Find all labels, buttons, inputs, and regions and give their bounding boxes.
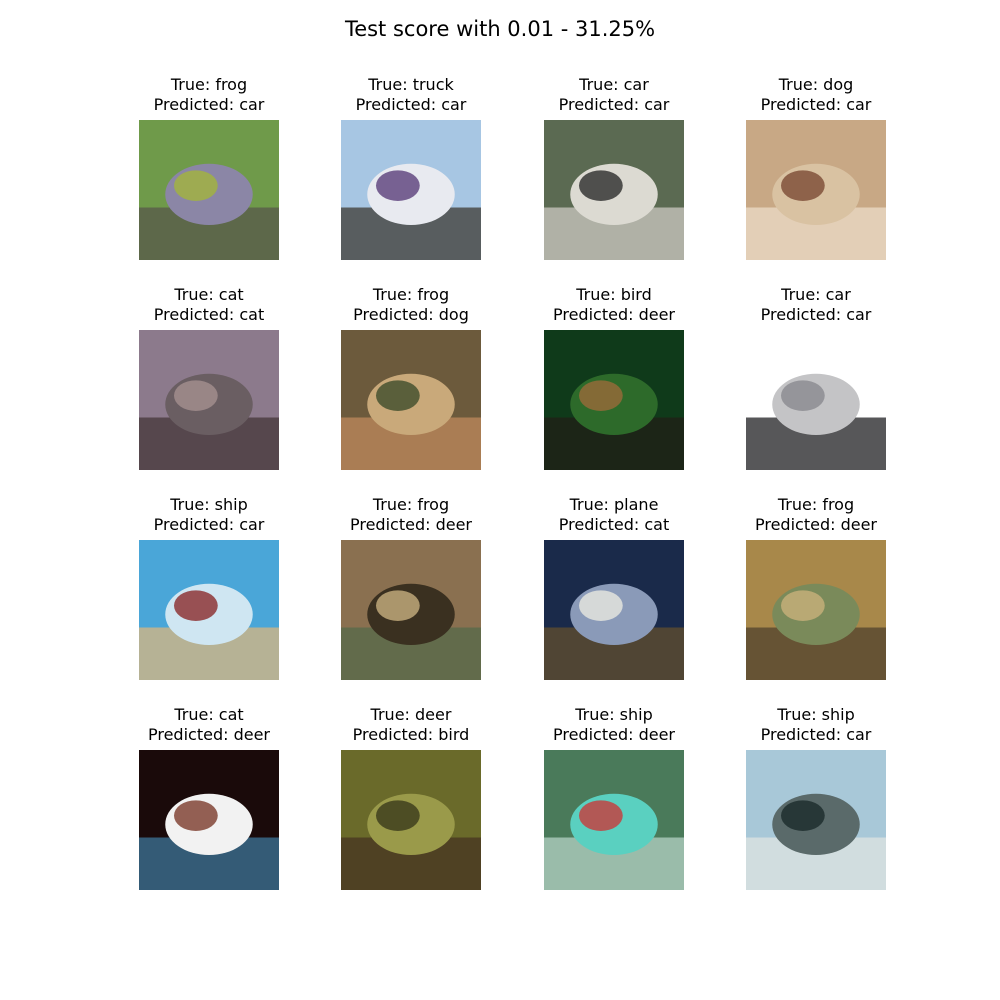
predicted-label: Predicted: deer — [349, 515, 472, 534]
cat-image — [139, 750, 279, 890]
prediction-cell: True: frog Predicted: dog — [321, 285, 501, 470]
true-label: True: truck — [368, 75, 454, 94]
predicted-label: Predicted: deer — [552, 305, 675, 324]
true-label: True: ship — [170, 495, 248, 514]
true-label: True: frog — [170, 75, 248, 94]
prediction-cell: True: truck Predicted: car — [321, 75, 501, 260]
true-label: True: car — [579, 75, 649, 94]
true-label: True: frog — [372, 285, 450, 304]
bird-image — [544, 330, 684, 470]
car-image — [544, 120, 684, 260]
predicted-label: Predicted: car — [760, 725, 872, 744]
true-label: True: ship — [777, 705, 855, 724]
prediction-cell: True: plane Predicted: cat — [524, 495, 704, 680]
predicted-label: Predicted: car — [153, 95, 265, 114]
figure-title: Test score with 0.01 - 31.25% — [344, 17, 656, 41]
frog-image — [341, 330, 481, 470]
predicted-label: Predicted: car — [558, 95, 670, 114]
prediction-cell: True: deer Predicted: bird — [321, 705, 501, 890]
ship-image — [746, 750, 886, 890]
predicted-label: Predicted: dog — [353, 305, 469, 324]
true-label: True: cat — [174, 285, 244, 304]
ship-image — [139, 540, 279, 680]
true-label: True: car — [781, 285, 851, 304]
prediction-cell: True: bird Predicted: deer — [524, 285, 704, 470]
ship-image — [544, 750, 684, 890]
prediction-cell: True: ship Predicted: car — [726, 705, 906, 890]
true-label: True: deer — [370, 705, 452, 724]
true-label: True: cat — [174, 705, 244, 724]
predicted-label: Predicted: car — [355, 95, 467, 114]
frog-image — [139, 120, 279, 260]
prediction-cell: True: frog Predicted: car — [119, 75, 299, 260]
predicted-label: Predicted: bird — [352, 725, 470, 744]
dog-image — [746, 120, 886, 260]
prediction-cell: True: dog Predicted: car — [726, 75, 906, 260]
prediction-cell: True: cat Predicted: deer — [119, 705, 299, 890]
true-label: True: frog — [372, 495, 450, 514]
predicted-label: Predicted: cat — [558, 515, 670, 534]
true-label: True: bird — [576, 285, 652, 304]
predicted-label: Predicted: cat — [153, 305, 265, 324]
cat-image — [139, 330, 279, 470]
predicted-label: Predicted: deer — [552, 725, 675, 744]
true-label: True: ship — [575, 705, 653, 724]
predicted-label: Predicted: deer — [754, 515, 877, 534]
prediction-cell: True: car Predicted: car — [524, 75, 704, 260]
truck-image — [341, 120, 481, 260]
prediction-cell: True: ship Predicted: deer — [524, 705, 704, 890]
predicted-label: Predicted: car — [760, 305, 872, 324]
frog-image — [341, 540, 481, 680]
true-label: True: dog — [778, 75, 854, 94]
predicted-label: Predicted: car — [760, 95, 872, 114]
plane-image — [544, 540, 684, 680]
true-label: True: frog — [777, 495, 855, 514]
deer-image — [341, 750, 481, 890]
frog-image — [746, 540, 886, 680]
prediction-cell: True: frog Predicted: deer — [321, 495, 501, 680]
car-image — [746, 330, 886, 470]
predicted-label: Predicted: deer — [147, 725, 270, 744]
true-label: True: plane — [569, 495, 659, 514]
prediction-cell: True: ship Predicted: car — [119, 495, 299, 680]
prediction-cell: True: car Predicted: car — [726, 285, 906, 470]
prediction-cell: True: cat Predicted: cat — [119, 285, 299, 470]
predicted-label: Predicted: car — [153, 515, 265, 534]
prediction-cell: True: frog Predicted: deer — [726, 495, 906, 680]
